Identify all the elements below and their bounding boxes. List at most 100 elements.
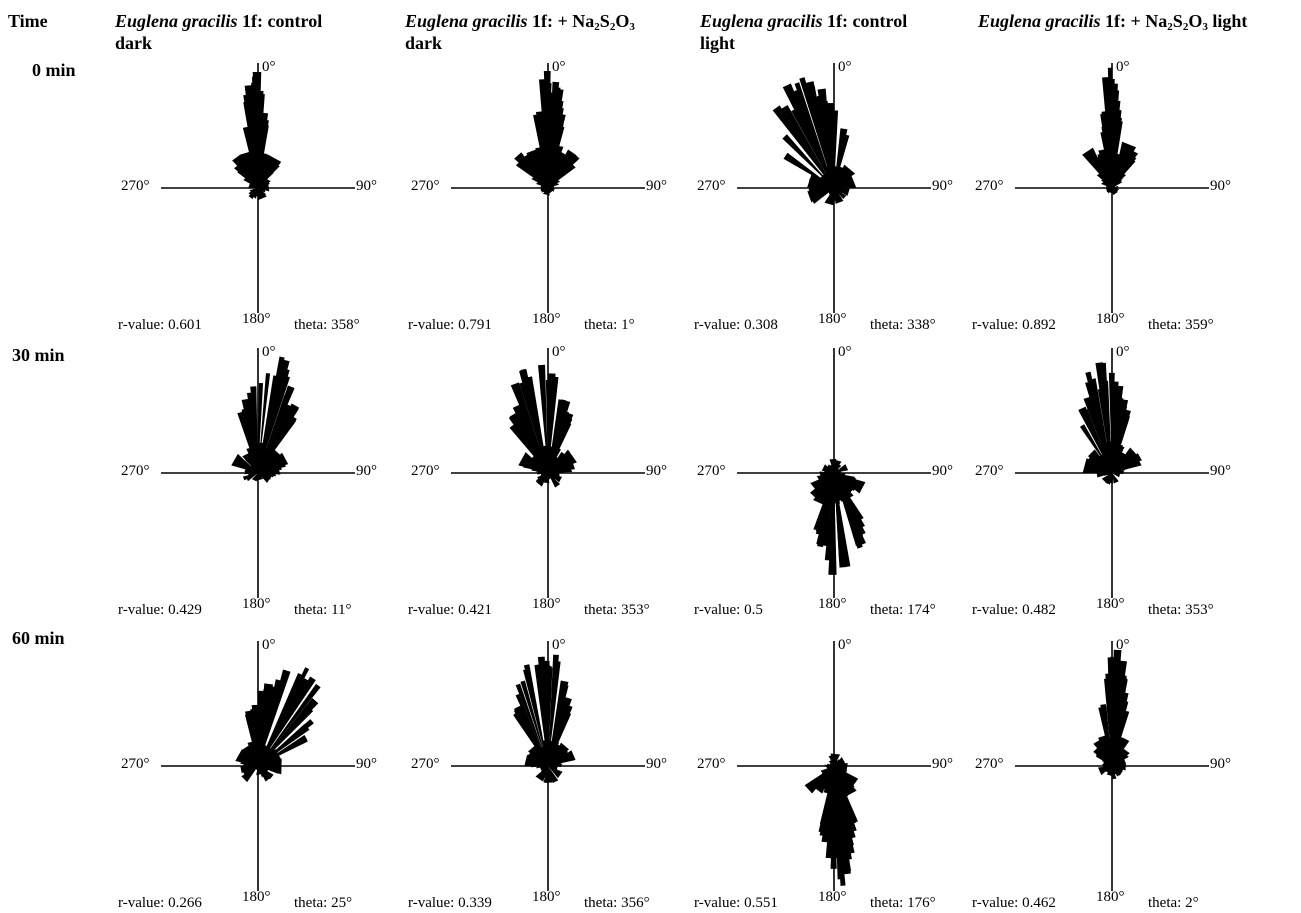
angle-label-90: 90° <box>1210 463 1231 479</box>
angle-label-270: 270° <box>121 756 150 772</box>
rose-petal <box>834 188 842 201</box>
angle-label-0: 0° <box>838 637 852 653</box>
rose-petal <box>258 676 316 766</box>
rose-petal <box>1104 766 1112 775</box>
rose-petal <box>254 188 263 197</box>
condition: dark <box>115 33 153 53</box>
treatment: + Na2S2O3 <box>557 11 635 33</box>
rose-petal <box>258 683 321 766</box>
rose-petal <box>547 167 562 188</box>
rose-petal <box>540 184 548 192</box>
rose-petal <box>812 96 834 188</box>
rose-petal <box>256 473 264 481</box>
condition: light <box>700 33 736 53</box>
theta-label: theta: 358° <box>294 317 360 333</box>
rose-petal <box>834 766 840 777</box>
treatment: control <box>852 11 908 31</box>
strain: 1f: <box>827 11 849 31</box>
rose-petal <box>249 176 258 188</box>
angle-label-270: 270° <box>697 178 726 194</box>
theta-label: theta: 353° <box>1148 602 1214 618</box>
angle-label-90: 90° <box>932 463 953 479</box>
rose-petal <box>820 766 834 779</box>
r-value-label: r-value: 0.892 <box>972 317 1056 333</box>
column-header-3: Euglena gracilis 1f: control light <box>700 10 907 54</box>
theta-label: theta: 2° <box>1148 895 1199 911</box>
rose-petal <box>541 181 548 188</box>
rose-petal <box>829 467 834 473</box>
rose-petal <box>515 683 548 766</box>
angle-label-0: 0° <box>1116 59 1130 75</box>
rose-petal <box>1112 185 1119 195</box>
angle-label-180: 180° <box>1096 596 1125 612</box>
rose-petal <box>545 380 552 473</box>
time-header: Time <box>8 11 48 31</box>
angle-label-90: 90° <box>932 756 953 772</box>
species-name: Euglena gracilis <box>405 11 528 31</box>
rose-petal <box>834 756 846 766</box>
rose-petal <box>1095 748 1112 766</box>
rose-petal <box>548 766 559 783</box>
rose-petal <box>514 152 548 188</box>
rose-petal <box>540 766 548 779</box>
rose-petal <box>1102 173 1117 188</box>
angle-label-0: 0° <box>838 59 852 75</box>
rose-petal <box>1105 463 1116 473</box>
angle-label-180: 180° <box>818 596 847 612</box>
rose-petal <box>1104 467 1112 473</box>
species-name: Euglena gracilis <box>700 11 823 31</box>
rose-petal <box>782 83 834 188</box>
rose-petal <box>258 356 285 473</box>
rose-petal <box>1112 152 1133 188</box>
angle-label-180: 180° <box>818 889 847 905</box>
condition: dark <box>405 33 443 53</box>
treatment: control <box>267 11 323 31</box>
theta-label: theta: 174° <box>870 602 936 618</box>
angle-label-90: 90° <box>356 756 377 772</box>
rose-petal <box>541 471 548 480</box>
angle-label-0: 0° <box>552 59 566 75</box>
angle-label-90: 90° <box>646 756 667 772</box>
strain: 1f: <box>242 11 264 31</box>
rose-petal <box>781 105 834 188</box>
angle-label-0: 0° <box>552 637 566 653</box>
rose-petal <box>834 188 843 196</box>
rose-petal <box>833 181 841 188</box>
column-header-1: Euglena gracilis 1f: control dark <box>115 10 322 54</box>
angle-label-90: 90° <box>932 178 953 194</box>
rose-petal <box>548 751 559 766</box>
angle-label-180: 180° <box>532 889 561 905</box>
rose-petal <box>828 759 834 766</box>
angle-label-90: 90° <box>356 178 377 194</box>
rose-petal <box>251 473 258 482</box>
rose-petal <box>1107 181 1118 188</box>
rose-petal <box>1112 471 1118 477</box>
angle-label-270: 270° <box>975 756 1004 772</box>
rose-petal <box>242 450 258 473</box>
angle-label-0: 0° <box>838 344 852 360</box>
r-value-label: r-value: 0.601 <box>118 317 202 333</box>
r-value-label: r-value: 0.482 <box>972 602 1056 618</box>
theta-label: theta: 359° <box>1148 317 1214 333</box>
rose-petal <box>1106 473 1114 484</box>
rose-petal <box>548 160 575 188</box>
theta-label: theta: 176° <box>870 895 936 911</box>
rose-petal <box>523 669 548 766</box>
rose-petal <box>805 81 834 188</box>
rose-petal <box>1111 766 1117 780</box>
rose-petal <box>539 757 548 766</box>
rose-petal <box>254 466 263 473</box>
angle-label-180: 180° <box>1096 311 1125 327</box>
angle-label-0: 0° <box>552 344 566 360</box>
angle-label-90: 90° <box>1210 178 1231 194</box>
rose-petal <box>548 654 559 766</box>
rose-petal <box>782 134 834 188</box>
r-value-label: r-value: 0.462 <box>972 895 1056 911</box>
strain: 1f: <box>1105 11 1127 31</box>
rose-petal <box>545 666 552 766</box>
column-header-2: Euglena gracilis 1f: + Na2S2O3 dark <box>405 10 635 54</box>
